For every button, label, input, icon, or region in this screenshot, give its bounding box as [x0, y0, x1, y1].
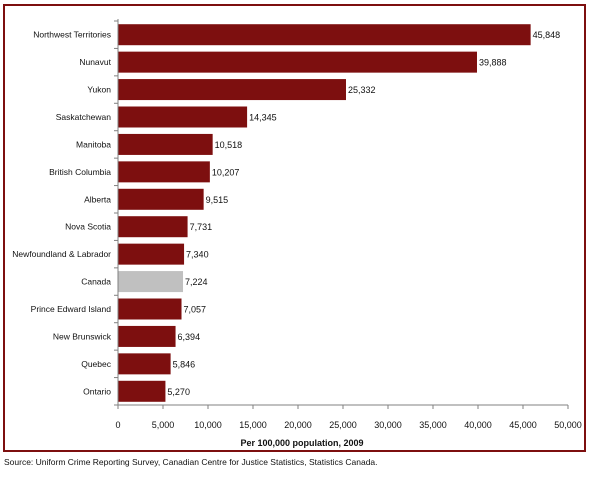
bar-newfoundland-and-labrador — [118, 243, 185, 265]
bar-alberta — [118, 188, 204, 210]
bar-british-columbia — [118, 161, 210, 183]
category-labels: Northwest Territories Nunavut Yukon Saskatc… — [12, 30, 112, 397]
category-label-new-brunswick: New Brunswick — [53, 331, 112, 341]
category-label-saskatchewan: Saskatchewan — [56, 112, 112, 122]
value-label-canada: 7,224 — [185, 277, 208, 287]
value-label-ontario: 5,270 — [167, 387, 190, 397]
x-tick-label: 35,000 — [419, 420, 447, 430]
x-tick-label: 0 — [115, 420, 120, 430]
bar-ontario — [118, 380, 166, 402]
value-label-yukon: 25,332 — [348, 85, 376, 95]
x-tick-label: 25,000 — [329, 420, 357, 430]
bar-quebec — [118, 353, 171, 375]
x-tick-label: 20,000 — [284, 420, 312, 430]
value-label-nunavut: 39,888 — [479, 58, 507, 68]
category-label-canada: Canada — [81, 277, 111, 287]
category-label-yukon: Yukon — [87, 85, 111, 95]
x-axis-title: Per 100,000 population, 2009 — [240, 438, 363, 448]
bar-new-brunswick — [118, 325, 176, 347]
value-label-northwest-territories: 45,848 — [533, 30, 561, 40]
bar-nova-scotia — [118, 216, 188, 238]
category-label-prince-edward-island: Prince Edward Island — [31, 304, 112, 314]
bar-canada — [118, 271, 184, 293]
x-tick-label: 50,000 — [554, 420, 582, 430]
bar-northwest-territories — [118, 24, 531, 46]
category-label-british-columbia: British Columbia — [49, 167, 111, 177]
value-label-prince-edward-island: 7,057 — [184, 305, 207, 315]
value-labels: 45,848 39,888 25,332 14,345 10,518 10,207 9,51… — [167, 30, 560, 397]
category-label-nova-scotia: Nova Scotia — [65, 222, 111, 232]
bar-yukon — [118, 79, 346, 101]
category-label-quebec: Quebec — [81, 359, 112, 369]
value-label-saskatchewan: 14,345 — [249, 113, 277, 123]
value-label-british-columbia: 10,207 — [212, 167, 240, 177]
category-label-manitoba: Manitoba — [76, 139, 111, 149]
bar-manitoba — [118, 133, 213, 155]
category-label-alberta: Alberta — [84, 194, 111, 204]
x-tick-label: 40,000 — [464, 420, 492, 430]
category-label-ontario: Ontario — [83, 386, 111, 396]
value-label-nova-scotia: 7,731 — [190, 222, 213, 232]
x-tick-label: 45,000 — [509, 420, 537, 430]
value-label-quebec: 5,846 — [173, 359, 196, 369]
x-axis: 0 5,000 10,000 15,000 20,000 25,000 30,000 35,0… — [114, 19, 582, 430]
bars-layer — [118, 24, 531, 402]
value-label-newfoundland-and-labrador: 7,340 — [186, 250, 209, 260]
source-note: Source: Uniform Crime Reporting Survey, … — [4, 457, 378, 467]
bar-prince-edward-island — [118, 298, 182, 320]
x-tick-label: 5,000 — [152, 420, 175, 430]
value-label-alberta: 9,515 — [206, 195, 229, 205]
x-tick-label: 15,000 — [239, 420, 267, 430]
bar-nunavut — [118, 51, 477, 73]
value-label-new-brunswick: 6,394 — [178, 332, 201, 342]
category-label-nunavut: Nunavut — [79, 57, 111, 67]
x-tick-label: 30,000 — [374, 420, 402, 430]
bar-saskatchewan — [118, 106, 248, 128]
value-label-manitoba: 10,518 — [215, 140, 243, 150]
category-label-northwest-territories: Northwest Territories — [33, 30, 111, 40]
category-label-newfoundland-and-labrador: Newfoundland & Labrador — [12, 249, 111, 259]
chart-frame — [3, 4, 586, 452]
x-tick-label: 10,000 — [194, 420, 222, 430]
